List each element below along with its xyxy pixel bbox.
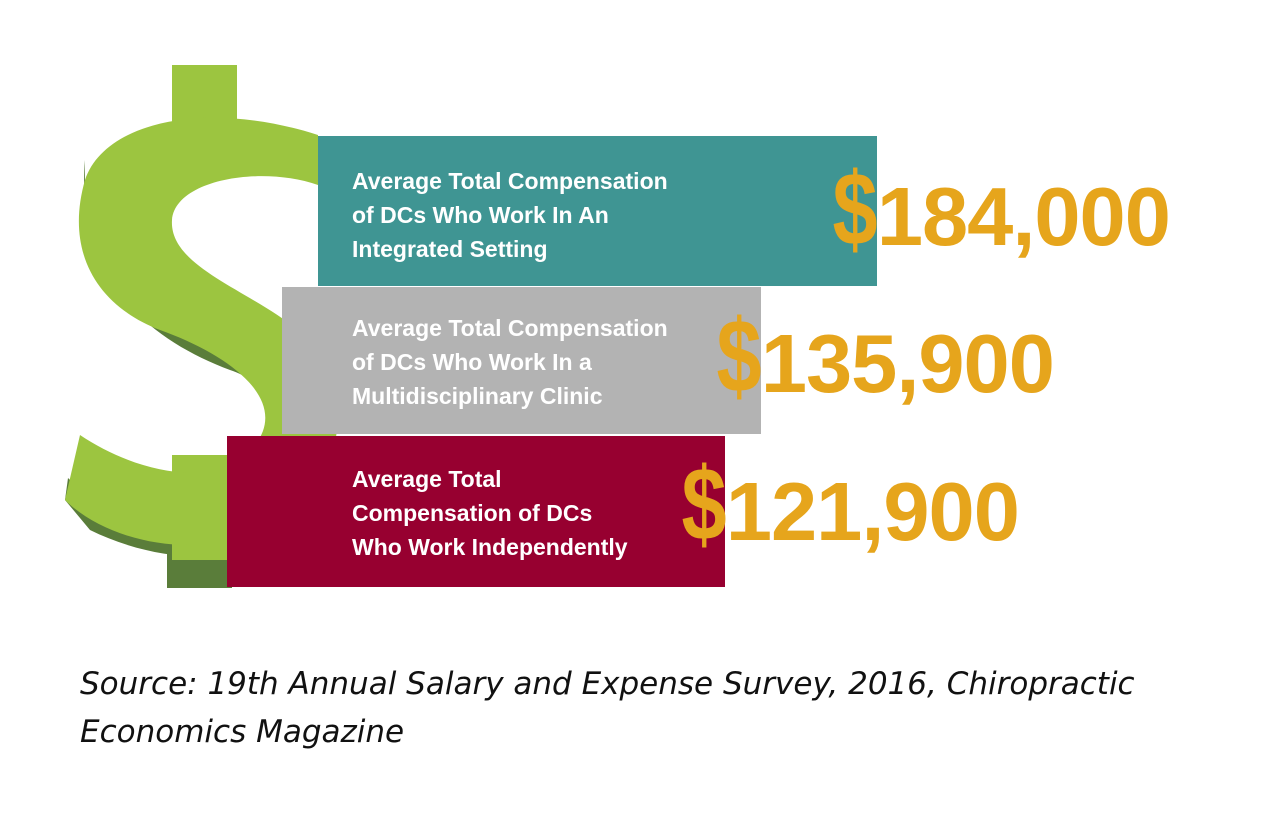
dollar-stem-top bbox=[172, 65, 237, 125]
bar-independent bbox=[227, 436, 725, 587]
amount: 135,900 bbox=[760, 317, 1055, 410]
currency-symbol: $ bbox=[832, 152, 878, 268]
amount: 121,900 bbox=[725, 465, 1020, 558]
source-note: Source: 19th Annual Salary and Expense S… bbox=[80, 666, 1135, 750]
value-label-integrated: $184,000 bbox=[832, 152, 1171, 268]
bar-multidisciplinary bbox=[282, 287, 761, 434]
value-label-multidisciplinary: $135,900 bbox=[716, 299, 1055, 415]
bar-integrated bbox=[318, 136, 877, 286]
currency-symbol: $ bbox=[681, 447, 727, 563]
value-label-independent: $121,900 bbox=[681, 447, 1020, 563]
bar-label-independent: Average Total Compensation of DCs Who Wo… bbox=[352, 466, 628, 560]
bar-label-multidisciplinary: Average Total Compensation of DCs Who Wo… bbox=[352, 315, 668, 409]
bar-label-integrated: Average Total Compensation of DCs Who Wo… bbox=[352, 168, 668, 262]
amount: 184,000 bbox=[876, 170, 1171, 263]
currency-symbol: $ bbox=[716, 299, 762, 415]
